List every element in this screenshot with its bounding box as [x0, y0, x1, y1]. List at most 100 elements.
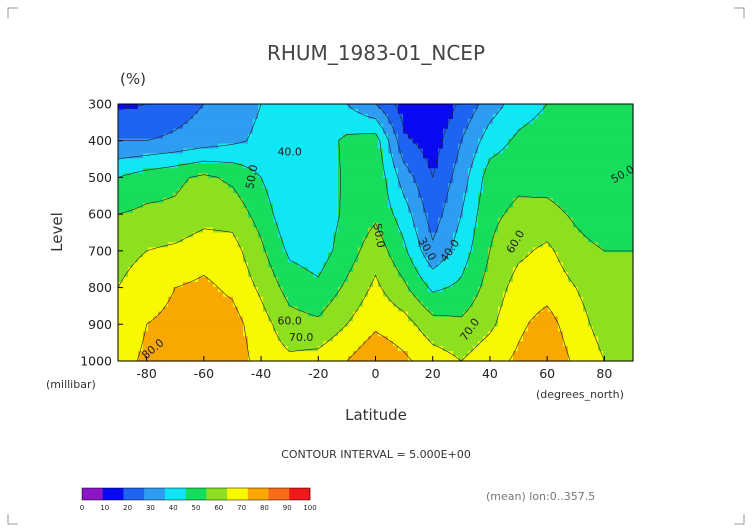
field-cell: [563, 207, 569, 214]
field-cell: [298, 296, 304, 303]
field-cell: [568, 143, 574, 150]
field-cell: [298, 252, 304, 258]
field-cell: [353, 188, 359, 194]
field-cell: [258, 183, 264, 189]
field-cell: [128, 217, 134, 224]
field-cell: [438, 202, 444, 209]
field-cell: [518, 143, 524, 150]
field-cell: [553, 207, 559, 214]
field-cell: [283, 128, 289, 135]
field-cell: [218, 306, 224, 313]
field-cell: [303, 262, 309, 268]
field-cell: [273, 237, 279, 243]
field-cell: [123, 242, 129, 248]
field-cell: [483, 178, 489, 184]
field-cell: [528, 133, 534, 140]
field-cell: [158, 163, 164, 169]
field-cell: [503, 326, 509, 332]
field-cell: [193, 237, 199, 243]
field-cell: [193, 291, 199, 298]
field-cell: [578, 143, 584, 150]
field-cell: [153, 301, 159, 308]
field-cell: [303, 202, 309, 209]
field-cell: [188, 311, 194, 318]
field-cell: [188, 237, 194, 243]
field-cell: [433, 291, 439, 298]
field-cell: [623, 316, 629, 323]
field-cell: [623, 178, 629, 184]
field-cell: [588, 311, 594, 318]
field-cell: [368, 178, 374, 184]
field-cell: [523, 321, 529, 327]
field-cell: [598, 148, 604, 155]
field-cell: [238, 296, 244, 303]
field-cell: [198, 247, 204, 253]
field-cell: [578, 133, 584, 140]
field-cell: [283, 252, 289, 258]
field-cell: [583, 321, 589, 327]
field-cell: [568, 272, 574, 278]
field-cell: [128, 222, 134, 229]
field-cell: [478, 217, 484, 224]
field-cell: [558, 336, 564, 342]
field-cell: [538, 113, 544, 120]
field-cell: [188, 306, 194, 313]
field-cell: [408, 133, 414, 140]
field-cell: [493, 336, 499, 342]
field-cell: [528, 262, 534, 268]
field-cell: [468, 197, 474, 204]
field-cell: [388, 128, 394, 135]
field-cell: [343, 143, 349, 150]
field-cell: [328, 158, 334, 164]
field-cell: [573, 291, 579, 298]
field-cell: [518, 118, 524, 125]
field-cell: [253, 336, 259, 342]
field-cell: [508, 113, 514, 120]
field-cell: [263, 242, 269, 248]
field-cell: [378, 123, 384, 130]
field-cell: [478, 296, 484, 303]
field-cell: [378, 108, 384, 115]
field-cell: [228, 173, 234, 179]
field-cell: [463, 113, 469, 120]
field-cell: [328, 202, 334, 209]
field-cell: [528, 232, 534, 239]
field-cell: [203, 133, 209, 140]
field-cell: [558, 257, 564, 263]
field-cell: [118, 217, 124, 224]
field-cell: [118, 108, 124, 115]
field-cell: [213, 118, 219, 125]
field-cell: [518, 311, 524, 318]
field-cell: [578, 202, 584, 209]
field-cell: [548, 192, 554, 199]
field-cell: [488, 192, 494, 199]
field-cell: [123, 276, 129, 283]
field-cell: [168, 257, 174, 263]
field-cell: [373, 232, 379, 239]
field-cell: [528, 321, 534, 327]
field-cell: [268, 143, 274, 150]
field-cell: [473, 336, 479, 342]
field-cell: [258, 108, 264, 115]
field-cell: [628, 331, 634, 337]
field-cell: [503, 232, 509, 239]
field-cell: [568, 202, 574, 209]
field-cell: [303, 286, 309, 293]
field-cell: [563, 257, 569, 263]
field-cell: [363, 123, 369, 130]
field-cell: [443, 242, 449, 248]
field-cell: [298, 123, 304, 130]
field-cell: [363, 118, 369, 125]
field-cell: [423, 148, 429, 155]
field-cell: [408, 207, 414, 214]
field-cell: [153, 326, 159, 332]
field-cell: [213, 257, 219, 263]
field-cell: [508, 237, 514, 243]
field-cell: [493, 257, 499, 263]
field-cell: [518, 331, 524, 337]
field-cell: [298, 227, 304, 234]
field-cell: [453, 281, 459, 288]
field-cell: [123, 202, 129, 209]
field-cell: [363, 207, 369, 214]
field-cell: [303, 128, 309, 135]
